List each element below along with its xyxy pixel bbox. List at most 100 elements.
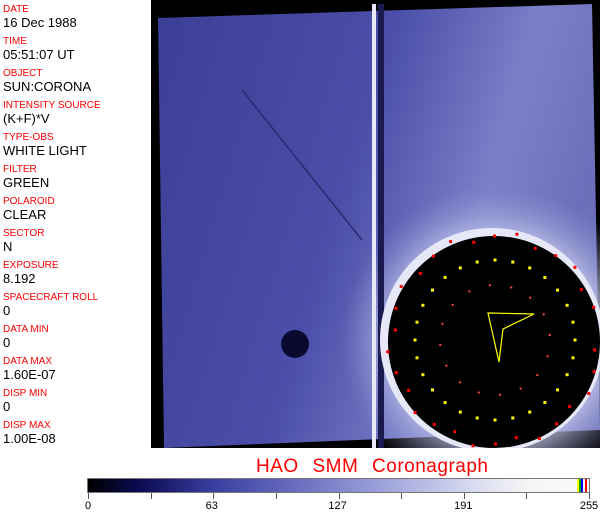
red-grid-dot xyxy=(488,284,491,287)
field-value: GREEN xyxy=(3,175,50,190)
field-object: OBJECT SUN:CORONA xyxy=(3,68,91,94)
red-grid-dot xyxy=(542,313,545,316)
yellow-grid-dot xyxy=(543,275,547,279)
red-grid-dot xyxy=(536,374,539,377)
red-grid-dot xyxy=(533,246,537,250)
yellow-grid-dot xyxy=(443,401,447,405)
red-grid-dot xyxy=(592,305,596,309)
red-grid-dot xyxy=(477,391,480,394)
yellow-grid-dot xyxy=(415,356,419,360)
red-grid-dot xyxy=(445,364,448,367)
field-label: EXPOSURE xyxy=(3,260,59,271)
red-grid-dot xyxy=(514,436,518,440)
field-value: 1.00E-08 xyxy=(3,431,56,446)
red-grid-dot xyxy=(439,344,442,347)
red-grid-dot xyxy=(555,422,559,426)
red-grid-dot xyxy=(579,288,583,292)
red-grid-dot xyxy=(407,388,411,392)
yellow-grid-dot xyxy=(475,416,479,420)
field-label: DATA MIN xyxy=(3,324,49,335)
colorbar-tick xyxy=(526,493,528,499)
pylon-streak xyxy=(372,4,376,448)
red-grid-dot xyxy=(472,240,476,244)
field-data-min: DATA MIN 0 xyxy=(3,324,49,350)
field-sector: SECTOR N xyxy=(3,228,45,254)
red-grid-dot xyxy=(593,348,597,352)
red-grid-dot xyxy=(554,254,558,258)
yellow-grid-dot xyxy=(556,388,560,392)
yellow-grid-dot xyxy=(493,418,497,422)
red-grid-dot xyxy=(441,322,444,325)
field-value: 0 xyxy=(3,303,11,318)
field-value: WHITE LIGHT xyxy=(3,143,87,158)
field-polaroid: POLAROID CLEAR xyxy=(3,196,55,222)
field-label: DATE xyxy=(3,4,29,15)
red-grid-dot xyxy=(453,430,457,434)
field-label: SPACECRAFT ROLL xyxy=(3,292,99,303)
red-grid-dot xyxy=(468,290,471,293)
sun-outline-marker xyxy=(487,312,535,363)
red-grid-dot xyxy=(393,328,397,332)
red-grid-dot xyxy=(587,392,591,396)
field-date: DATE 16 Dec 1988 xyxy=(3,4,77,30)
yellow-grid-dot xyxy=(421,303,425,307)
red-grid-dot xyxy=(519,387,522,390)
colorbar-tick xyxy=(589,493,590,499)
red-grid-dot xyxy=(399,284,403,288)
yellow-grid-dot xyxy=(543,401,547,405)
colorbar-tick-label: 0 xyxy=(84,500,92,512)
colorbar-tick xyxy=(150,493,152,499)
red-grid-dot xyxy=(573,265,577,269)
yellow-grid-dot xyxy=(413,338,417,342)
yellow-grid-dot xyxy=(573,338,577,342)
field-disp-min: DISP MIN 0 xyxy=(3,388,47,414)
colorbar-tick-label: 191 xyxy=(454,500,473,512)
yellow-grid-dot xyxy=(443,275,447,279)
field-label: OBJECT xyxy=(3,68,43,79)
red-grid-dot xyxy=(568,405,572,409)
field-data-max: DATA MAX 1.60E-07 xyxy=(3,356,56,382)
field-value: CLEAR xyxy=(3,207,47,222)
red-grid-dot xyxy=(418,271,422,275)
yellow-grid-dot xyxy=(571,320,575,324)
field-label: DATA MAX xyxy=(3,356,53,367)
field-value: N xyxy=(3,239,13,254)
header-info-panel: DATE 16 Dec 1988 TIME 05:51:07 UT OBJECT… xyxy=(0,0,152,448)
yellow-grid-dot xyxy=(430,288,434,292)
yellow-grid-dot xyxy=(528,410,532,414)
field-type-obs: TYPE-OBS WHITE LIGHT xyxy=(3,132,87,158)
red-grid-dot xyxy=(493,442,497,446)
yellow-grid-dot xyxy=(458,410,462,414)
red-grid-dot xyxy=(458,381,461,384)
colorbar-tick xyxy=(275,493,277,499)
yellow-grid-dot xyxy=(475,260,479,264)
yellow-grid-dot xyxy=(415,320,419,324)
yellow-grid-dot xyxy=(565,303,569,307)
colorbar-tick xyxy=(88,493,89,499)
yellow-grid-dot xyxy=(458,266,462,270)
field-label: POLAROID xyxy=(3,196,55,207)
field-value: 0 xyxy=(3,399,11,414)
red-grid-dot xyxy=(394,306,398,310)
colorbar-tick xyxy=(213,493,215,499)
field-label: DISP MAX xyxy=(3,420,51,431)
field-disp-max: DISP MAX 1.00E-08 xyxy=(3,420,56,446)
yellow-grid-dot xyxy=(511,260,515,264)
red-grid-dot xyxy=(493,234,497,238)
colorbar-tick-label: 127 xyxy=(328,500,347,512)
yellow-grid-dot xyxy=(511,416,515,420)
field-label: INTENSITY SOURCE xyxy=(3,100,101,111)
field-label: SECTOR xyxy=(3,228,45,239)
field-value: SUN:CORONA xyxy=(3,79,92,94)
yellow-grid-dot xyxy=(528,266,532,270)
field-time: TIME 05:51:07 UT xyxy=(3,36,75,62)
field-value: 8.192 xyxy=(3,271,36,286)
field-label: FILTER xyxy=(3,164,37,175)
field-label: DISP MIN xyxy=(3,388,48,399)
field-value: (K+F)*V xyxy=(3,111,50,126)
field-spacecraft-roll: SPACECRAFT ROLL 0 xyxy=(3,292,98,318)
field-label: TIME xyxy=(3,36,27,47)
field-value: 05:51:07 UT xyxy=(3,47,75,62)
field-value: 1.60E-07 xyxy=(3,367,56,382)
image-title: HAO SMM Coronagraph xyxy=(256,456,489,477)
